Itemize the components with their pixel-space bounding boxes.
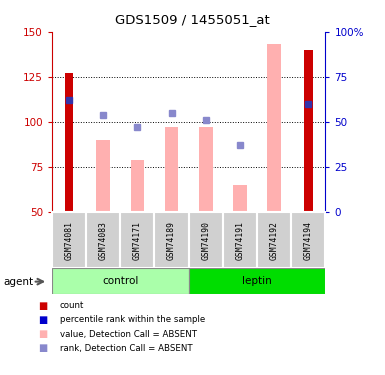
Text: GSM74171: GSM74171	[133, 220, 142, 260]
Bar	[257, 212, 291, 268]
Bar	[199, 127, 213, 212]
Text: percentile rank within the sample: percentile rank within the sample	[60, 315, 205, 324]
Text: GSM74191: GSM74191	[235, 220, 244, 260]
Bar	[189, 268, 325, 294]
Bar	[52, 268, 189, 294]
Text: GDS1509 / 1455051_at: GDS1509 / 1455051_at	[115, 13, 270, 26]
Text: value, Detection Call = ABSENT: value, Detection Call = ABSENT	[60, 330, 197, 339]
Bar	[52, 212, 86, 268]
Bar	[120, 212, 154, 268]
Bar	[86, 212, 120, 268]
Bar	[154, 212, 189, 268]
Text: ■: ■	[38, 315, 47, 325]
Bar	[165, 127, 178, 212]
Bar	[96, 140, 110, 212]
Text: GSM74081: GSM74081	[65, 220, 74, 260]
Text: control: control	[102, 276, 139, 286]
Text: count: count	[60, 301, 84, 310]
Text: GSM74189: GSM74189	[167, 220, 176, 260]
Text: GSM74194: GSM74194	[304, 220, 313, 260]
Text: agent: agent	[4, 277, 34, 286]
Text: ■: ■	[38, 301, 47, 310]
Text: GSM74083: GSM74083	[99, 220, 108, 260]
Bar	[189, 212, 223, 268]
Bar	[233, 185, 247, 212]
Bar	[223, 212, 257, 268]
Bar	[65, 73, 73, 212]
Text: rank, Detection Call = ABSENT: rank, Detection Call = ABSENT	[60, 344, 192, 353]
Bar	[131, 160, 144, 212]
Bar	[304, 50, 313, 212]
Text: ■: ■	[38, 329, 47, 339]
Text: ■: ■	[38, 344, 47, 353]
Text: GSM74190: GSM74190	[201, 220, 210, 260]
Text: leptin: leptin	[242, 276, 272, 286]
Text: GSM74192: GSM74192	[270, 220, 279, 260]
Bar	[267, 45, 281, 212]
Bar	[291, 212, 325, 268]
